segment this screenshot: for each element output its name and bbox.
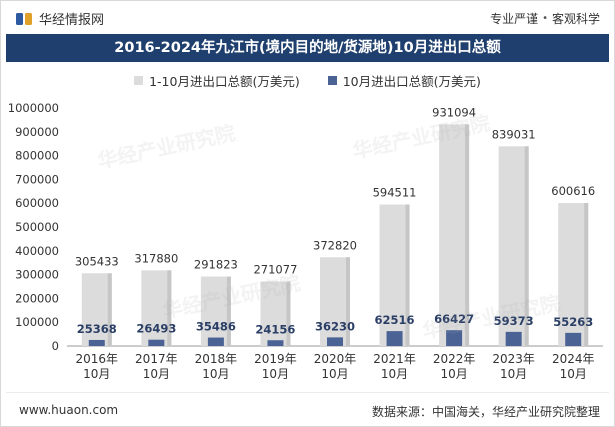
y-tick-label: 500000 xyxy=(15,220,59,234)
y-tick-label: 600000 xyxy=(15,196,59,210)
x-tick-label: 10月 xyxy=(381,367,408,381)
data-label-series2: 35486 xyxy=(196,320,236,334)
brand[interactable]: 华经情报网 xyxy=(15,9,104,28)
bar-series2 xyxy=(446,330,463,346)
x-tick-label: 2022年 xyxy=(433,352,476,366)
x-tick-label: 2021年 xyxy=(373,352,416,366)
bar-series2 xyxy=(505,331,522,346)
bar-series2 xyxy=(148,339,165,346)
bar-series1-edge xyxy=(465,124,470,346)
x-tick-label: 10月 xyxy=(500,367,527,381)
legend-label-series1: 1-10月进出口总额(万美元) xyxy=(149,74,300,89)
y-tick-label: 300000 xyxy=(15,268,59,282)
data-label-series1: 372820 xyxy=(313,238,357,252)
x-tick-label: 2020年 xyxy=(314,352,357,366)
data-label-series2: 24156 xyxy=(255,322,295,336)
x-tick-label: 10月 xyxy=(262,367,289,381)
legend-item-series1: 1-10月进出口总额(万美元) xyxy=(134,71,300,90)
x-tick-label: 2018年 xyxy=(195,352,238,366)
y-tick-label: 0 xyxy=(52,339,59,353)
bar-series1 xyxy=(200,276,231,346)
bar-series1 xyxy=(320,257,350,346)
top-bar: 华经情报网 专业严谨 • 客观科学 xyxy=(1,1,614,33)
bar-series1-edge xyxy=(286,281,291,346)
bar-series1 xyxy=(558,203,589,346)
y-tick-label: 400000 xyxy=(15,244,59,258)
bar-series2 xyxy=(207,337,224,346)
bar-series1-edge xyxy=(346,257,350,346)
data-label-series2: 66427 xyxy=(434,312,474,326)
data-label-series1: 271077 xyxy=(253,262,297,276)
chart-title: 2016-2024年九江市(境内目的地/货源地)10月进出口总额 xyxy=(6,34,609,62)
data-label-series1: 305433 xyxy=(75,254,119,268)
y-tick-label: 100000 xyxy=(15,315,59,329)
y-tick-label: 1000000 xyxy=(8,101,59,115)
data-label-series2: 36230 xyxy=(315,319,355,333)
slogan-right: 客观科学 xyxy=(551,12,600,26)
footer-divider xyxy=(6,392,609,393)
x-tick-label: 2017年 xyxy=(135,352,178,366)
bar-series2 xyxy=(327,337,343,346)
legend-swatch-series2 xyxy=(327,76,337,85)
legend-label-series2: 10月进出口总额(万美元) xyxy=(342,74,481,89)
bar-series1 xyxy=(498,146,529,346)
x-tick-label: 10月 xyxy=(560,367,587,381)
footer-site-link[interactable]: www.huaon.com xyxy=(19,403,119,417)
bar-series1 xyxy=(81,273,112,346)
brand-logo-icon xyxy=(16,12,32,25)
data-label-series1: 291823 xyxy=(194,258,238,272)
x-tick-label: 2023年 xyxy=(492,352,535,366)
x-tick-label: 10月 xyxy=(202,367,229,381)
slogan: 专业严谨 • 客观科学 xyxy=(490,10,600,27)
x-tick-label: 10月 xyxy=(321,367,348,381)
bar-series1 xyxy=(260,281,291,346)
x-tick-label: 2024年 xyxy=(552,352,595,366)
y-tick-label: 800000 xyxy=(15,149,59,163)
y-tick-label: 200000 xyxy=(15,291,59,305)
data-label-series2: 62516 xyxy=(375,313,415,327)
bar-series2 xyxy=(267,340,284,346)
bar-series2 xyxy=(386,331,403,346)
data-label-series2: 59373 xyxy=(494,314,534,328)
bar-series1 xyxy=(141,270,172,346)
bar-series1-edge xyxy=(226,276,231,346)
bar-series1 xyxy=(379,204,410,346)
bar-series1 xyxy=(439,124,470,346)
data-label-series2: 26493 xyxy=(136,322,176,336)
footer-source: 数据来源：中国海关，华经产业研究院整理 xyxy=(371,405,600,419)
bar-series1-edge xyxy=(405,204,410,346)
bar-chart: 0 100000 200000 300000 400000 500000 600000 700… xyxy=(8,101,603,381)
bar-series1-edge xyxy=(107,273,112,346)
data-label-series1: 839031 xyxy=(492,127,536,141)
chart-legend: 1-10月进出口总额(万美元) 10月进出口总额(万美元) xyxy=(1,71,614,90)
x-tick-label: 10月 xyxy=(83,367,110,381)
brand-name: 华经情报网 xyxy=(39,13,105,28)
bar-series1-edge xyxy=(167,270,172,346)
legend-swatch-series1 xyxy=(134,76,144,85)
x-tick-label: 10月 xyxy=(143,367,170,381)
bar-series2 xyxy=(88,339,105,346)
x-tick-label: 10月 xyxy=(440,367,467,381)
legend-item-series2: 10月进出口总额(万美元) xyxy=(327,71,481,90)
data-label-series1: 594511 xyxy=(373,186,417,200)
slogan-separator: • xyxy=(542,13,548,24)
data-label-series1: 931094 xyxy=(432,105,476,119)
bar-series1-edge xyxy=(584,203,589,346)
footer: www.huaon.com 数据来源：中国海关，华经产业研究院整理 xyxy=(1,392,614,426)
data-label-series2: 55263 xyxy=(553,315,593,329)
data-label-series1: 317880 xyxy=(134,251,178,265)
bar-series2 xyxy=(565,332,582,346)
data-label-series2: 25368 xyxy=(77,322,117,336)
slogan-left: 专业严谨 xyxy=(490,12,539,26)
x-tick-label: 2019年 xyxy=(254,352,297,366)
bar-series1-edge xyxy=(524,146,529,346)
y-tick-label: 700000 xyxy=(15,172,59,186)
data-label-series1: 600616 xyxy=(551,184,595,198)
y-tick-label: 900000 xyxy=(15,125,59,139)
x-tick-label: 2016年 xyxy=(76,352,119,366)
